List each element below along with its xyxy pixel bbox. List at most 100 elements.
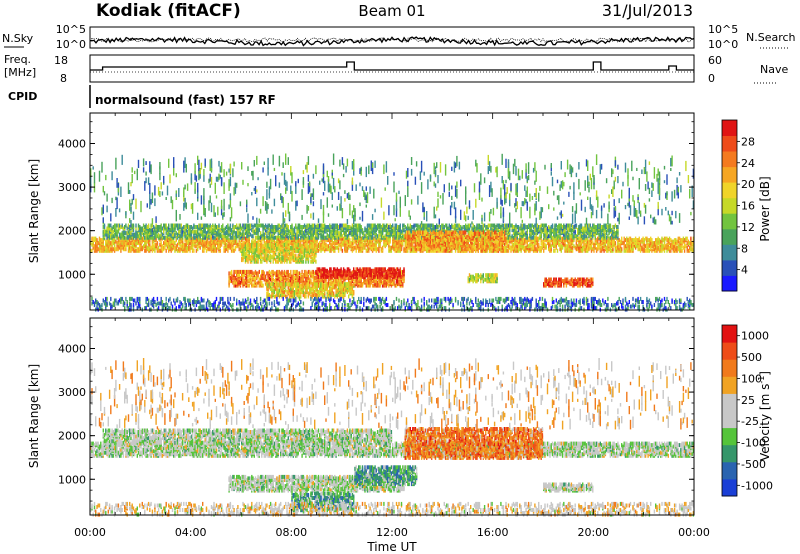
data-cell — [597, 236, 599, 241]
data-cell — [246, 269, 248, 274]
data-cell — [600, 225, 603, 229]
data-cell — [574, 223, 576, 228]
data-cell — [565, 248, 568, 253]
data-cell — [155, 223, 157, 228]
data-cell — [149, 228, 151, 233]
data-cell — [603, 248, 605, 253]
data-cell — [174, 223, 176, 228]
data-cell — [308, 223, 311, 228]
data-cell — [520, 236, 522, 241]
data-cell — [125, 223, 127, 228]
data-cell — [668, 245, 671, 250]
data-cell — [570, 223, 573, 228]
data-cell — [617, 225, 619, 229]
data-cell — [91, 242, 93, 247]
data-cell — [478, 223, 481, 228]
data-cell — [311, 241, 313, 246]
data-cell — [689, 245, 691, 250]
data-cell — [359, 247, 361, 252]
data-cell — [514, 241, 516, 246]
data-cell — [193, 239, 195, 244]
data-cell — [239, 223, 242, 228]
data-cell — [514, 245, 516, 250]
data-cell — [98, 244, 101, 249]
freq-frame — [89, 54, 695, 83]
data-cell — [439, 225, 442, 229]
data-cell — [529, 223, 531, 228]
data-cell — [164, 235, 166, 240]
data-cell — [228, 232, 230, 237]
data-cell — [387, 223, 389, 228]
data-cell — [222, 223, 224, 228]
data-cell — [222, 228, 224, 233]
data-cell — [526, 225, 528, 229]
data-cell — [555, 223, 557, 228]
data-cell — [163, 226, 165, 231]
data-cell — [130, 241, 132, 246]
data-cell — [543, 232, 545, 237]
data-cell — [107, 238, 109, 243]
data-cell — [643, 242, 646, 247]
data-cell — [223, 245, 225, 250]
data-cell — [171, 244, 174, 249]
data-cell — [614, 223, 617, 228]
data-cell — [232, 229, 234, 234]
data-cell — [351, 241, 354, 246]
data-cell — [220, 241, 223, 246]
data-cell — [214, 248, 216, 253]
data-cell — [612, 225, 614, 229]
data-cell — [395, 223, 398, 228]
data-cell — [332, 223, 335, 228]
data-cell — [181, 244, 184, 249]
data-cell — [296, 238, 298, 243]
data-cell — [146, 229, 148, 234]
data-cell — [118, 223, 121, 228]
data-cell — [344, 239, 346, 244]
data-cell — [164, 223, 166, 228]
data-cell — [247, 279, 249, 284]
data-cell — [232, 223, 234, 228]
nave-tick-bottom: 0 — [708, 72, 715, 85]
data-cell — [543, 223, 545, 228]
data-cell — [584, 248, 586, 253]
data-cell — [230, 244, 233, 249]
data-cell — [314, 236, 316, 241]
data-cell — [656, 238, 658, 243]
data-cell — [236, 277, 238, 282]
data-cell — [647, 242, 649, 247]
data-cell — [106, 226, 108, 231]
data-cell — [322, 242, 325, 247]
nsearch-label: N.Search — [746, 31, 796, 44]
data-cell — [536, 223, 539, 228]
data-cell — [672, 239, 674, 244]
data-cell — [644, 236, 647, 241]
data-cell — [252, 229, 254, 234]
data-cell — [351, 236, 354, 241]
data-cell — [236, 269, 238, 274]
data-cell — [222, 234, 224, 239]
data-cell — [346, 234, 349, 239]
data-cell — [656, 247, 658, 252]
data-cell — [561, 239, 564, 244]
data-cell — [185, 234, 187, 239]
data-cell — [515, 223, 517, 228]
data-cell — [566, 223, 569, 228]
data-cell — [505, 236, 507, 241]
data-cell — [230, 238, 233, 243]
data-cell — [175, 235, 177, 240]
data-cell — [215, 225, 218, 229]
data-cell — [205, 223, 208, 228]
data-cell — [293, 241, 296, 246]
data-cell — [663, 236, 666, 241]
data-cell — [590, 245, 593, 250]
data-cell — [185, 239, 187, 244]
data-cell — [418, 225, 420, 229]
data-cell — [365, 242, 367, 247]
data-cell — [163, 235, 165, 240]
data-cell — [283, 223, 286, 228]
data-cell — [327, 244, 330, 249]
data-cell — [271, 223, 273, 228]
data-cell — [317, 248, 320, 253]
data-cell — [178, 229, 180, 234]
data-cell — [178, 239, 180, 244]
